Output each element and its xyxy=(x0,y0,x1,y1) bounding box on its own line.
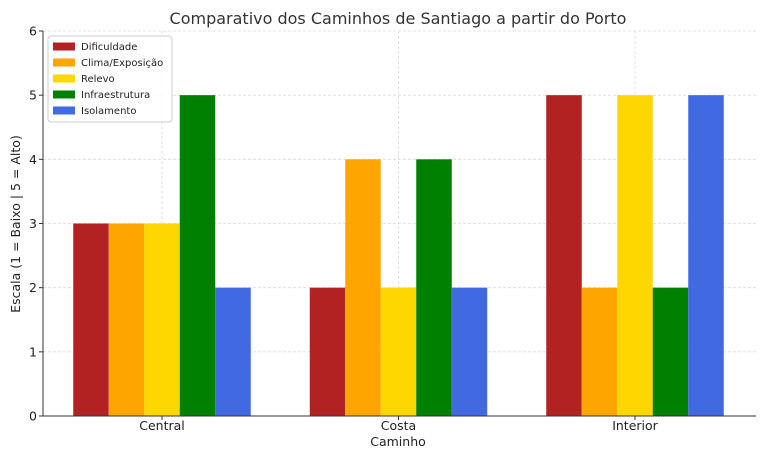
bar-series-3-cat-2 xyxy=(652,287,689,416)
bar-series-2-cat-2 xyxy=(617,95,653,417)
y-tick-label-3: 3 xyxy=(29,216,37,231)
bar-series-0-cat-1 xyxy=(309,287,346,416)
bar-series-4-cat-1 xyxy=(451,287,488,416)
legend: Dificuldade Clima/Exposição Relevo Infraest… xyxy=(47,35,173,123)
legend-label-1: Clima/Exposição xyxy=(81,58,163,69)
bar-series-1-cat-0 xyxy=(108,223,145,416)
legend-swatch-3 xyxy=(53,90,75,99)
x-tick-label-2: Interior xyxy=(612,418,658,433)
y-tick-label-6: 6 xyxy=(29,24,37,39)
legend-swatch-1 xyxy=(53,58,75,67)
legend-label-0: Dificuldade xyxy=(81,42,137,53)
y-tick-label-4: 4 xyxy=(29,152,37,167)
bar-series-0-cat-0 xyxy=(73,223,109,416)
legend-box xyxy=(47,35,173,123)
bar-series-2-cat-1 xyxy=(380,287,417,416)
bar-series-0-cat-2 xyxy=(546,95,582,417)
bar-series-3-cat-0 xyxy=(179,95,216,417)
y-tick-label-1: 1 xyxy=(29,344,37,359)
y-tick-label-2: 2 xyxy=(29,280,37,295)
chart-title: Comparativo dos Caminhos de Santiago a p… xyxy=(170,9,627,28)
legend-swatch-4 xyxy=(53,106,75,115)
y-ticks: 0 1 2 3 4 5 6 xyxy=(29,24,43,424)
y-tick-label-5: 5 xyxy=(29,88,37,103)
legend-label-3: Infraestrutura xyxy=(81,90,150,101)
y-axis-label: Escala (1 = Baixo | 5 = Alto) xyxy=(8,135,23,313)
bars xyxy=(73,95,724,417)
legend-label-4: Isolamento xyxy=(81,106,136,117)
legend-swatch-0 xyxy=(53,42,75,51)
bar-series-4-cat-2 xyxy=(688,95,724,417)
x-tick-label-0: Central xyxy=(139,418,185,433)
bar-series-3-cat-1 xyxy=(416,159,452,417)
x-ticks: Central Costa Interior xyxy=(139,416,659,433)
x-axis-label: Caminho xyxy=(370,434,426,449)
bar-series-1-cat-2 xyxy=(581,287,618,416)
y-tick-label-0: 0 xyxy=(29,409,37,424)
bar-series-4-cat-0 xyxy=(215,287,251,416)
legend-label-2: Relevo xyxy=(81,74,115,85)
x-tick-label-1: Costa xyxy=(381,418,416,433)
bar-series-2-cat-0 xyxy=(144,223,180,416)
legend-swatch-2 xyxy=(53,74,75,83)
bar-series-1-cat-1 xyxy=(345,159,381,417)
